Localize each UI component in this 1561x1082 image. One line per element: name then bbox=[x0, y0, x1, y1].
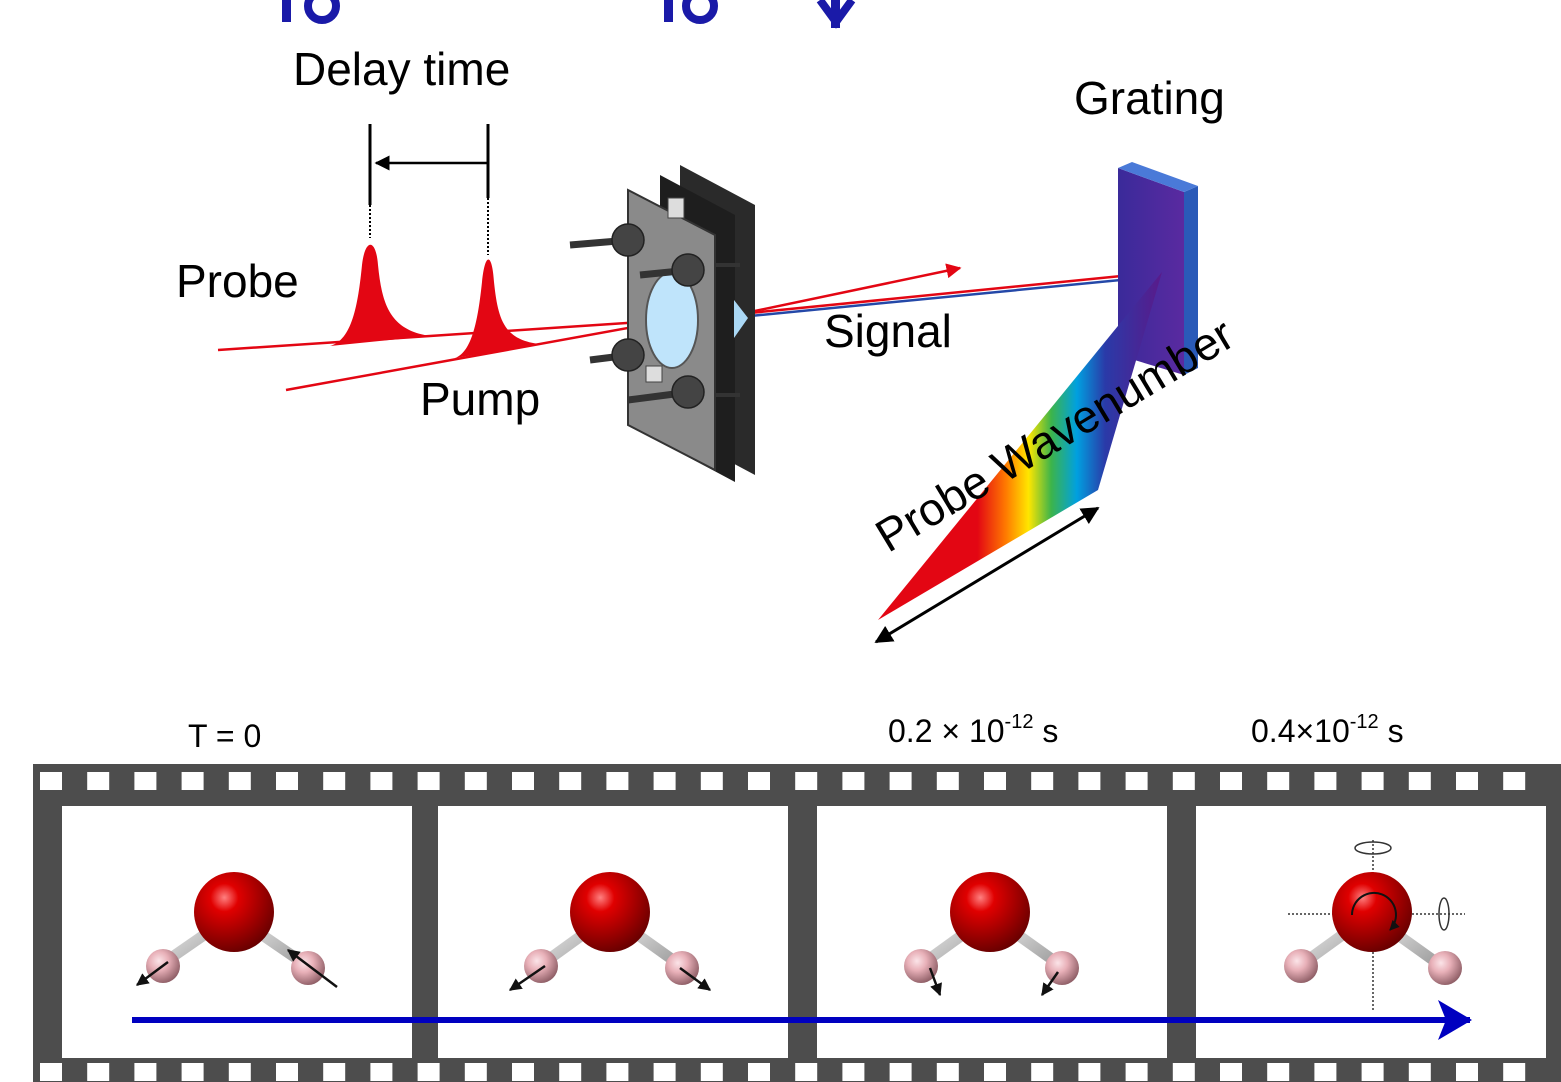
film-perforation bbox=[370, 772, 393, 790]
film-perforation bbox=[984, 772, 1006, 790]
film-perforation bbox=[1220, 772, 1242, 790]
film-perforation bbox=[87, 772, 110, 790]
water-molecule-1 bbox=[135, 872, 338, 988]
film-perforation bbox=[40, 772, 62, 790]
film-perforation bbox=[606, 1063, 629, 1081]
film-perforation bbox=[700, 772, 723, 790]
film-perforation bbox=[700, 1063, 723, 1081]
film-perforation bbox=[795, 1063, 818, 1081]
film-perforation bbox=[1408, 1063, 1431, 1081]
film-perforation bbox=[936, 1063, 959, 1081]
film-perforation bbox=[181, 772, 204, 790]
film-perforation bbox=[1503, 1063, 1526, 1081]
pump-beam bbox=[285, 318, 673, 392]
wavenumber-arrow bbox=[874, 506, 1100, 644]
film-perforation bbox=[653, 1063, 676, 1081]
film-perforation bbox=[1220, 1063, 1242, 1081]
film-perforation bbox=[1314, 772, 1337, 790]
film-perforation bbox=[512, 1063, 534, 1081]
probe-pulse bbox=[330, 244, 430, 346]
time-label-02: 0.2 × 10-12 s bbox=[888, 712, 1058, 747]
film-perforation bbox=[1125, 1063, 1148, 1081]
water-molecule-4 bbox=[1284, 840, 1465, 1010]
film-perforation bbox=[559, 1063, 582, 1081]
film-perforation bbox=[1031, 1063, 1054, 1081]
film-perforation bbox=[889, 772, 912, 790]
sample-cell bbox=[569, 165, 755, 482]
film-perforation bbox=[606, 772, 629, 790]
film-perforation bbox=[1172, 1063, 1195, 1081]
grating-label: Grating bbox=[1074, 72, 1225, 124]
film-perforation bbox=[1456, 1063, 1478, 1081]
time-arrow-head bbox=[1438, 1000, 1472, 1040]
film-perforation bbox=[1078, 772, 1101, 790]
probe-beam bbox=[217, 318, 673, 352]
film-perforation bbox=[464, 772, 487, 790]
film-perforation bbox=[984, 1063, 1006, 1081]
film-perforations-top bbox=[40, 772, 1526, 790]
time-label-0: T = 0 bbox=[188, 718, 262, 754]
film-perforation bbox=[1503, 772, 1526, 790]
title-fragments bbox=[282, 0, 856, 29]
film-perforation bbox=[748, 1063, 770, 1081]
film-perforation bbox=[370, 1063, 393, 1081]
time-label-02-exponent: -12 bbox=[1004, 711, 1034, 733]
time-label-02-unit: s bbox=[1033, 713, 1059, 749]
film-perforation bbox=[653, 772, 676, 790]
title-strip bbox=[0, 0, 1561, 30]
film-perforation bbox=[512, 772, 534, 790]
transmitted-pump-beam bbox=[749, 263, 962, 314]
film-perforation bbox=[748, 772, 770, 790]
film-perforation bbox=[464, 1063, 487, 1081]
film-perforation bbox=[1267, 1063, 1290, 1081]
film-perforation bbox=[1125, 772, 1148, 790]
film-perforation bbox=[40, 1063, 62, 1081]
film-perforation bbox=[228, 772, 251, 790]
water-molecule-3 bbox=[904, 872, 1079, 997]
pump-label: Pump bbox=[420, 373, 541, 425]
film-perforation bbox=[134, 772, 157, 790]
film-perforation bbox=[181, 1063, 204, 1081]
film-perforation bbox=[276, 772, 298, 790]
film-perforation bbox=[842, 772, 865, 790]
signal-label: Signal bbox=[824, 305, 952, 357]
film-perforation bbox=[134, 1063, 157, 1081]
film-perforation bbox=[1361, 772, 1384, 790]
film-perforation bbox=[323, 772, 346, 790]
film-strip bbox=[33, 764, 1561, 1082]
time-label-04-base: 0.4×10 bbox=[1251, 713, 1350, 749]
film-perforation bbox=[228, 1063, 251, 1081]
film-perforation bbox=[417, 1063, 440, 1081]
film-perforation bbox=[1172, 772, 1195, 790]
water-molecule-2 bbox=[508, 872, 712, 992]
film-perforation bbox=[936, 772, 959, 790]
film-perforation bbox=[795, 772, 818, 790]
film-perforations-bottom bbox=[40, 1063, 1526, 1081]
time-label-04: 0.4×10-12 s bbox=[1251, 712, 1404, 747]
time-label-04-exponent: -12 bbox=[1349, 711, 1379, 733]
film-perforation bbox=[1267, 772, 1290, 790]
film-perforation bbox=[889, 1063, 912, 1081]
film-perforation bbox=[1314, 1063, 1337, 1081]
film-perforation bbox=[1456, 772, 1478, 790]
signal-beam bbox=[749, 270, 1163, 318]
film-perforation bbox=[1031, 772, 1054, 790]
pump-pulse bbox=[455, 259, 540, 358]
probe-label: Probe bbox=[176, 255, 299, 307]
film-perforation bbox=[417, 772, 440, 790]
film-perforation bbox=[559, 772, 582, 790]
time-label-02-base: 0.2 × 10 bbox=[888, 713, 1005, 749]
film-perforation bbox=[1408, 772, 1431, 790]
delay-bracket bbox=[368, 124, 490, 255]
film-perforation bbox=[87, 1063, 110, 1081]
delay-time-label: Delay time bbox=[293, 43, 511, 95]
film-perforation bbox=[1078, 1063, 1101, 1081]
time-label-04-unit: s bbox=[1378, 713, 1404, 749]
film-perforation bbox=[276, 1063, 298, 1081]
film-perforation bbox=[1361, 1063, 1384, 1081]
film-perforation bbox=[842, 1063, 865, 1081]
film-perforation bbox=[323, 1063, 346, 1081]
